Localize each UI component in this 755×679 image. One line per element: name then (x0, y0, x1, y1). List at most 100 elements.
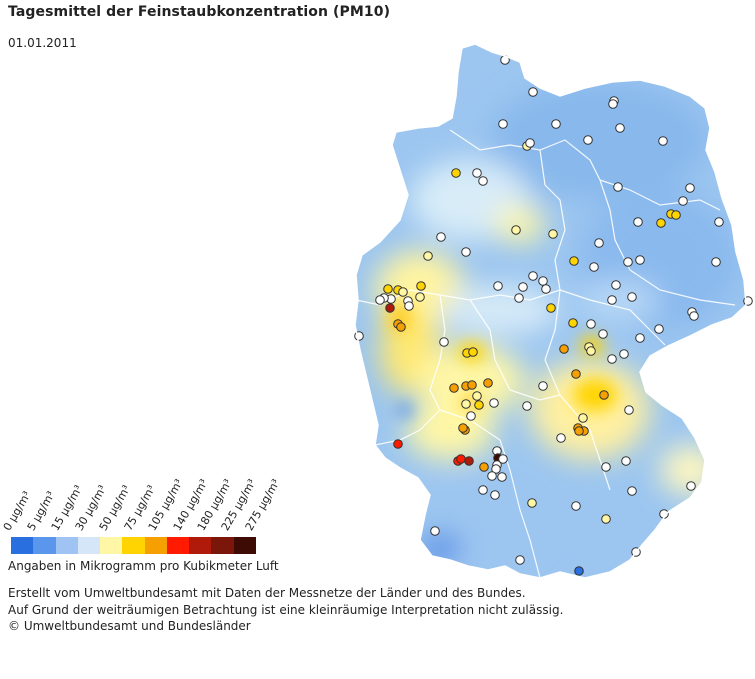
station-marker (583, 135, 593, 145)
station-marker (613, 182, 623, 192)
station-marker (621, 456, 631, 466)
station-marker (461, 247, 471, 257)
station-marker (456, 454, 466, 464)
station-marker (598, 329, 608, 339)
station-marker (472, 168, 482, 178)
station-marker (551, 119, 561, 129)
station-marker (491, 464, 501, 474)
station-marker (514, 293, 524, 303)
source-line-2: Auf Grund der weiträumigen Betrachtung i… (8, 602, 564, 617)
station-marker (671, 210, 681, 220)
station-marker (436, 232, 446, 242)
legend-swatch-6 (144, 537, 167, 554)
station-marker (398, 287, 408, 297)
station-marker (518, 282, 528, 292)
station-marker (393, 439, 403, 449)
legend-swatch-2 (55, 537, 78, 554)
station-marker (458, 423, 468, 433)
source-line-3: © Umweltbundesamt und Bundesländer (8, 619, 251, 633)
station-marker (586, 319, 596, 329)
legend-swatch-5 (122, 537, 145, 554)
source-note: Erstellt vom Umweltbundesamt mit Daten d… (8, 585, 563, 635)
station-marker (383, 284, 393, 294)
station-marker (607, 354, 617, 364)
station-marker (601, 462, 611, 472)
station-marker (479, 462, 489, 472)
station-marker (466, 411, 476, 421)
station-marker (515, 555, 525, 565)
station-marker (439, 337, 449, 347)
station-marker (586, 346, 596, 356)
station-marker (689, 311, 699, 321)
station-marker (461, 399, 471, 409)
station-marker (685, 183, 695, 193)
station-marker (578, 413, 588, 423)
station-marker (478, 176, 488, 186)
station-marker (528, 271, 538, 281)
station-marker (490, 490, 500, 500)
station-marker (574, 566, 584, 576)
station-marker (686, 481, 696, 491)
station-marker (599, 390, 609, 400)
station-marker (487, 471, 497, 481)
legend-swatch-8 (189, 537, 212, 554)
station-marker (559, 344, 569, 354)
station-marker (464, 456, 474, 466)
station-marker (635, 255, 645, 265)
station-marker (451, 168, 461, 178)
page-title: Tagesmittel der Feinstaubkonzentration (… (8, 4, 391, 20)
station-marker (556, 433, 566, 443)
station-marker (483, 378, 493, 388)
station-marker (635, 333, 645, 343)
station-marker (589, 262, 599, 272)
station-marker (678, 196, 688, 206)
legend-color-bar (11, 537, 256, 554)
station-marker (624, 405, 634, 415)
station-marker (404, 301, 414, 311)
station-marker (430, 526, 440, 536)
station-marker (498, 119, 508, 129)
station-marker (627, 486, 637, 496)
date-label: 01.01.2011 (8, 36, 77, 50)
station-marker (571, 369, 581, 379)
station-marker (385, 303, 395, 313)
station-marker (449, 383, 459, 393)
station-marker (522, 401, 532, 411)
station-marker (467, 380, 477, 390)
station-marker (608, 99, 618, 109)
station-marker (423, 251, 433, 261)
legend-swatch-3 (77, 537, 101, 554)
station-marker (497, 472, 507, 482)
station-marker (415, 292, 425, 302)
station-marker (714, 217, 724, 227)
station-marker (656, 218, 666, 228)
source-line-1: Erstellt vom Umweltbundesamt mit Daten d… (8, 586, 526, 600)
station-marker (528, 87, 538, 97)
station-marker (472, 391, 482, 401)
station-marker (633, 217, 643, 227)
station-marker (474, 400, 484, 410)
station-marker (601, 514, 611, 524)
legend-swatch-9 (211, 537, 234, 554)
station-marker (511, 225, 521, 235)
station-marker (525, 138, 535, 148)
concentration-field (355, 44, 746, 578)
station-marker (568, 318, 578, 328)
station-marker (658, 136, 668, 146)
station-marker (498, 454, 508, 464)
station-marker (548, 229, 558, 239)
station-marker (375, 295, 385, 305)
legend-swatch-7 (166, 537, 190, 554)
station-marker (607, 295, 617, 305)
station-marker (416, 281, 426, 291)
station-marker (478, 485, 488, 495)
station-marker (611, 280, 621, 290)
station-marker (468, 347, 478, 357)
station-marker (538, 276, 548, 286)
legend-caption: Angaben in Mikrogramm pro Kubikmeter Luf… (8, 559, 279, 573)
station-marker (594, 238, 604, 248)
station-marker (546, 303, 556, 313)
station-marker (654, 324, 664, 334)
station-marker (541, 284, 551, 294)
